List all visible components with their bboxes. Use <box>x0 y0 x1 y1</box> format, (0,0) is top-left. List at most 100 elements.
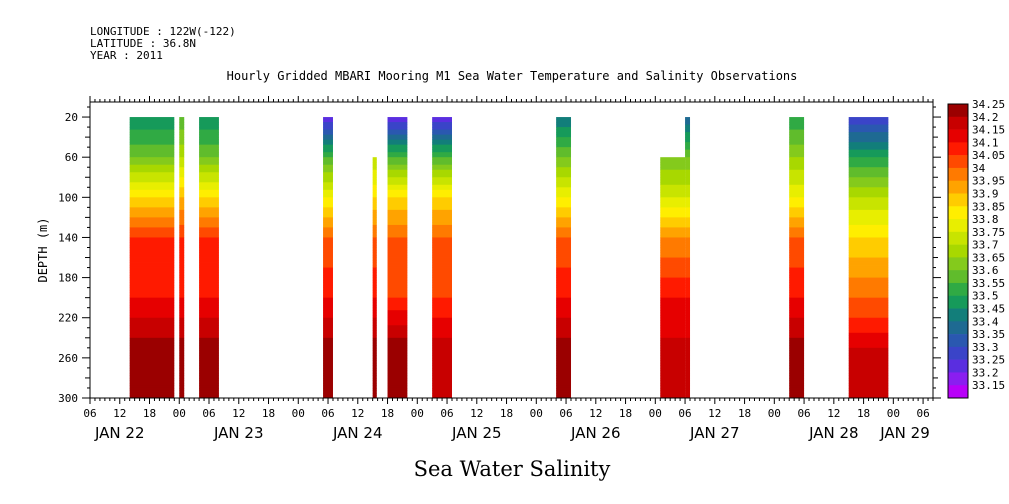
salinity-cell <box>387 142 408 146</box>
salinity-cell <box>432 224 452 228</box>
salinity-cell <box>789 295 805 299</box>
salinity-cell <box>129 192 175 196</box>
salinity-cell <box>372 234 377 238</box>
salinity-cell <box>372 272 377 276</box>
salinity-cell <box>789 355 805 359</box>
salinity-cell <box>372 305 377 309</box>
salinity-cell <box>432 350 452 354</box>
salinity-cell <box>685 390 691 394</box>
salinity-cell <box>556 222 572 226</box>
salinity-cell <box>848 285 889 289</box>
salinity-cell <box>129 234 175 238</box>
salinity-cell <box>848 300 889 304</box>
salinity-cell <box>323 117 333 120</box>
salinity-cell <box>372 174 377 178</box>
salinity-cell <box>848 302 889 306</box>
salinity-cell <box>129 204 175 208</box>
salinity-cell <box>179 202 185 206</box>
salinity-cell <box>789 132 805 136</box>
salinity-cell <box>432 124 452 128</box>
salinity-cell <box>179 310 185 314</box>
salinity-cell <box>660 340 686 344</box>
salinity-cell <box>179 162 185 166</box>
salinity-cell <box>387 262 408 266</box>
salinity-cell <box>323 207 333 211</box>
salinity-column-3 <box>323 117 333 399</box>
salinity-cell <box>660 172 686 176</box>
salinity-cell <box>432 202 452 206</box>
salinity-cell <box>387 290 408 294</box>
salinity-cell <box>323 222 333 226</box>
salinity-cell <box>129 159 175 163</box>
salinity-cell <box>387 177 408 181</box>
salinity-cell <box>660 315 686 319</box>
salinity-cell <box>199 167 219 171</box>
colorbar-label: 34.25 <box>972 98 1005 111</box>
salinity-cell <box>432 297 452 301</box>
salinity-cell <box>556 124 572 128</box>
salinity-cell <box>789 267 805 271</box>
salinity-cell <box>789 327 805 331</box>
salinity-cell <box>372 310 377 314</box>
salinity-cell <box>848 124 889 128</box>
salinity-cell <box>387 129 408 133</box>
salinity-cell <box>179 172 185 176</box>
salinity-cell <box>129 127 175 130</box>
salinity-cell <box>179 382 185 386</box>
salinity-cell <box>848 207 889 211</box>
plot-data-layer <box>129 117 889 399</box>
salinity-cell <box>129 335 175 339</box>
salinity-cell <box>432 367 452 371</box>
salinity-cell <box>179 315 185 319</box>
salinity-cell <box>179 177 185 181</box>
colorbar-swatch <box>948 346 968 360</box>
salinity-cell <box>323 355 333 359</box>
salinity-cell <box>848 260 889 263</box>
salinity-cell <box>848 247 889 251</box>
salinity-cell <box>660 159 686 163</box>
salinity-cell <box>129 212 175 216</box>
salinity-cell <box>387 197 408 201</box>
salinity-cell <box>387 164 408 168</box>
salinity-cell <box>432 172 452 176</box>
salinity-cell <box>660 387 686 391</box>
salinity-cell <box>179 257 185 261</box>
salinity-cell <box>556 327 572 331</box>
salinity-cell <box>556 127 572 130</box>
salinity-cell <box>556 157 572 161</box>
y-tick-label: 140 <box>58 231 78 244</box>
salinity-cell <box>685 382 691 386</box>
salinity-cell <box>387 187 408 191</box>
salinity-cell <box>660 257 686 261</box>
salinity-cell <box>129 272 175 276</box>
x-tick-label: 00 <box>887 407 900 420</box>
salinity-cell <box>387 382 408 386</box>
salinity-cell <box>685 265 691 268</box>
salinity-cell <box>199 372 219 376</box>
x-day-label: JAN 25 <box>451 424 502 442</box>
axis-layer: 06 12 18 00 06 12 18 00 06 12 18 00 06 12 18 00 06 12 18 00… <box>58 96 941 442</box>
salinity-cell <box>199 184 219 188</box>
salinity-cell <box>199 164 219 168</box>
salinity-cell <box>387 192 408 196</box>
salinity-cell <box>129 395 175 399</box>
salinity-cell <box>129 265 175 268</box>
salinity-cell <box>789 332 805 336</box>
salinity-cell <box>199 204 219 208</box>
salinity-cell <box>556 305 572 309</box>
salinity-cell <box>199 265 219 268</box>
salinity-cell <box>179 395 185 399</box>
salinity-cell <box>129 290 175 294</box>
salinity-cell <box>556 347 572 351</box>
salinity-cell <box>179 144 185 148</box>
salinity-cell <box>372 355 377 359</box>
salinity-cell <box>685 137 691 141</box>
salinity-cell <box>129 134 175 138</box>
salinity-cell <box>789 370 805 374</box>
salinity-cell <box>179 219 185 223</box>
salinity-cell <box>387 209 408 213</box>
salinity-cell <box>848 255 889 258</box>
colorbar-label: 33.15 <box>972 379 1005 392</box>
salinity-cell <box>372 275 377 278</box>
